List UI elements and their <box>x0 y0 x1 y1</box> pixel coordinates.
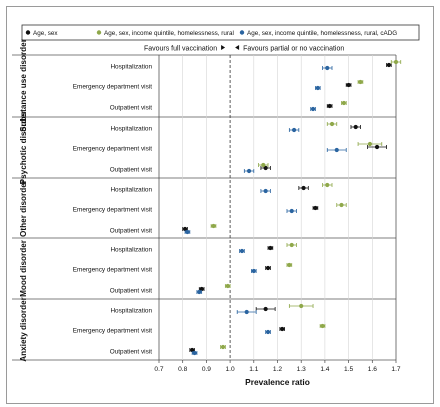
row-label: Outpatient visit <box>110 105 152 112</box>
data-point <box>334 147 339 153</box>
group-label: Psychotic disorder <box>19 110 28 185</box>
data-point <box>346 82 351 88</box>
legend-label: Age, sex, income quintile, homelessness,… <box>247 30 397 37</box>
row-label: Outpatient visit <box>110 167 152 174</box>
row-label: Hospitalization <box>110 64 152 71</box>
data-point <box>353 124 358 130</box>
group-label: Substance use disorder <box>19 38 28 132</box>
legend-marker <box>239 30 245 35</box>
data-point <box>358 79 363 85</box>
x-tick-label: 1.5 <box>344 366 353 373</box>
row-label: Emergency department visit <box>73 207 152 214</box>
row-label: Outpatient visit <box>110 349 152 356</box>
x-tick-label: 1.0 <box>226 366 235 373</box>
data-point <box>327 103 332 109</box>
annotation-left: Favours full vaccination <box>144 46 217 53</box>
data-point <box>289 208 294 214</box>
x-tick-label: 1.2 <box>273 366 282 373</box>
legend-label: Age, sex, income quintile, homelessness,… <box>104 30 234 37</box>
legend-marker <box>25 30 31 35</box>
data-point <box>291 127 297 133</box>
data-point <box>263 306 268 312</box>
row-label: Emergency department visit <box>73 146 152 153</box>
row-label: Hospitalization <box>110 187 152 194</box>
data-point <box>325 182 330 188</box>
data-point <box>261 162 266 168</box>
data-point <box>367 141 373 147</box>
data-point <box>244 309 249 315</box>
data-point <box>197 289 202 295</box>
data-point <box>374 144 380 150</box>
group-label: Mood disorder <box>19 239 28 297</box>
data-point <box>225 283 230 289</box>
x-tick-label: 0.9 <box>202 366 211 373</box>
data-point <box>220 344 226 350</box>
data-point <box>341 100 346 106</box>
data-point <box>246 168 252 174</box>
data-point <box>280 326 285 332</box>
data-point <box>289 242 294 248</box>
data-point <box>185 229 190 235</box>
x-tick-label: 1.7 <box>391 366 400 373</box>
arrow-right-icon <box>235 45 240 50</box>
x-tick-label: 1.1 <box>249 366 258 373</box>
group-label: Other disorder <box>19 179 28 237</box>
x-axis-title: Prevalence ratio <box>245 377 310 387</box>
x-tick-label: 0.7 <box>154 366 163 373</box>
data-point <box>268 245 273 251</box>
legend-box <box>21 24 420 41</box>
data-point <box>315 85 320 91</box>
row-label: Emergency department visit <box>73 328 152 335</box>
row-label: Hospitalization <box>110 308 152 315</box>
data-point <box>239 248 245 254</box>
data-point <box>301 185 306 191</box>
group-label: Anxiety disorder <box>19 296 28 361</box>
arrow-left-icon <box>221 45 226 50</box>
legend: Age, sex Age, sex, income quintile, homel… <box>25 30 397 37</box>
x-tick-label: 1.4 <box>320 366 329 373</box>
data-point <box>263 165 268 171</box>
data-point <box>192 350 197 356</box>
data-point <box>190 347 195 353</box>
row-label: Hospitalization <box>110 126 152 133</box>
data-point <box>287 262 292 268</box>
data-point <box>299 303 304 309</box>
data-point <box>339 202 344 208</box>
row-label: Outpatient visit <box>110 288 152 295</box>
annotation-right: Favours partial or no vaccination <box>243 46 344 53</box>
data-point <box>393 59 399 65</box>
legend-label: Age, sex <box>33 30 58 37</box>
data-point <box>199 286 204 292</box>
data-point <box>386 62 391 68</box>
data-point <box>182 226 188 232</box>
row-label: Outpatient visit <box>110 228 152 235</box>
x-tick-label: 1.6 <box>368 366 377 373</box>
figure-frame <box>6 6 434 404</box>
data-point <box>251 268 256 274</box>
data-point <box>313 205 318 211</box>
data-point <box>211 223 216 229</box>
data-point <box>310 106 316 112</box>
row-label: Hospitalization <box>110 247 152 254</box>
data-point <box>265 265 271 271</box>
legend-marker <box>96 30 102 35</box>
data-point <box>265 329 271 335</box>
x-tick-label: 1.3 <box>297 366 306 373</box>
x-tick-label: 0.8 <box>178 366 187 373</box>
row-label: Emergency department visit <box>73 84 152 91</box>
data-point <box>329 121 335 127</box>
data-point <box>320 323 325 329</box>
data-point <box>325 65 330 71</box>
data-point <box>263 188 268 194</box>
row-label: Emergency department visit <box>73 267 152 274</box>
